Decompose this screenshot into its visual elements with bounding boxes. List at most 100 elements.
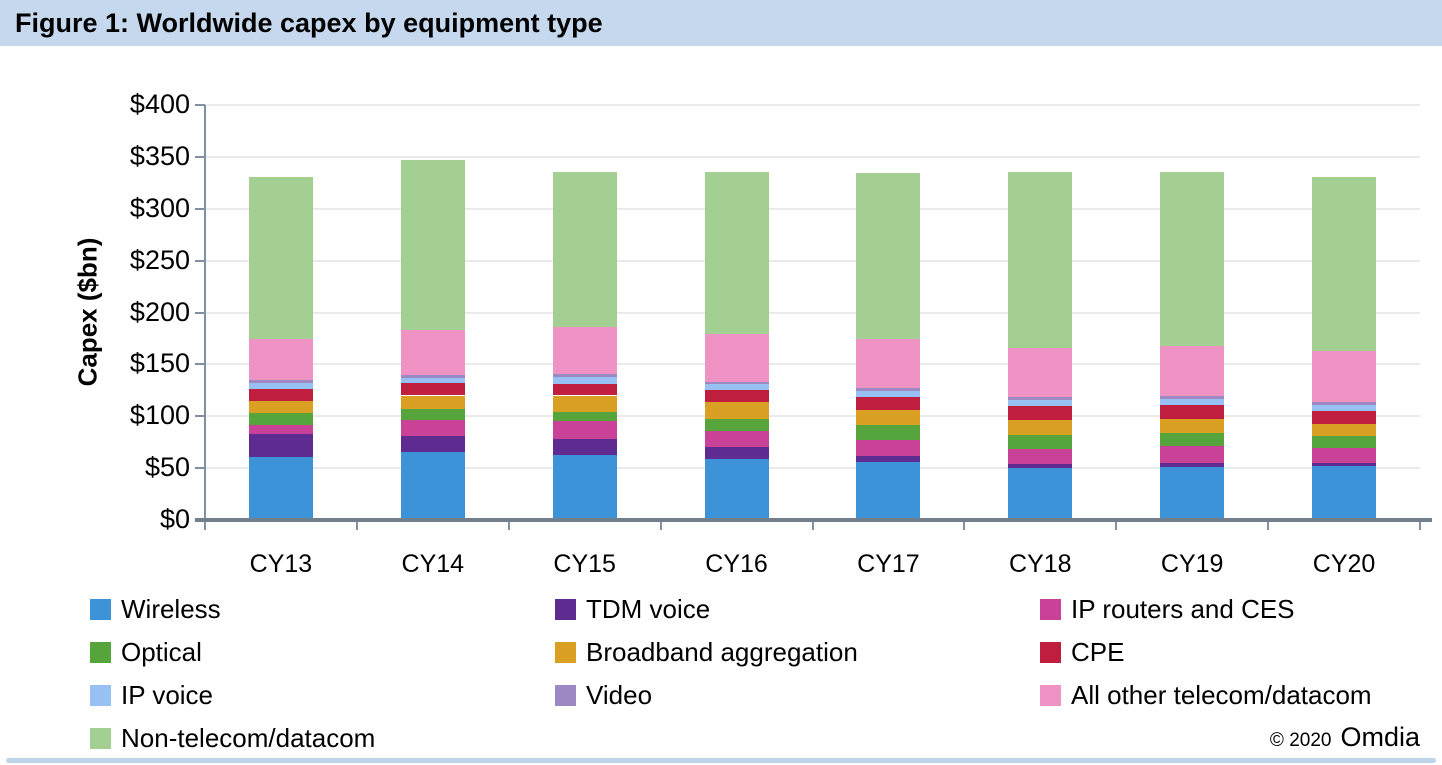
bar-CY13-optical: [248, 412, 313, 426]
gridline-350: [205, 155, 1420, 158]
bar-CY14-tdm-voice: [400, 436, 465, 452]
legend-item-video: Video: [555, 680, 652, 711]
bar-CY19-video: [1160, 396, 1225, 400]
bar-CY20-ip-routers-and-ces: [1312, 448, 1377, 463]
bar-CY20-wireless: [1312, 466, 1377, 520]
x-axis-tick: [204, 520, 206, 530]
y-axis-tick: [195, 259, 205, 262]
legend-label: Video: [586, 680, 653, 710]
bar-CY19-non-telecom-datacom: [1160, 171, 1225, 347]
bar-CY19-wireless: [1160, 466, 1225, 520]
bar-CY14-video: [400, 375, 465, 378]
bar-CY20-all-other-telecom-datacom: [1312, 351, 1377, 402]
bar-CY16-optical: [704, 418, 769, 431]
x-tick-label-cy15: CY15: [553, 550, 616, 578]
legend-item-optical: Optical: [90, 637, 202, 668]
legend-swatch-icon: [90, 685, 111, 706]
bar-CY14-all-other-telecom-datacom: [400, 329, 465, 376]
bar-CY18-broadband-aggregation: [1008, 419, 1073, 436]
bar-CY18-cpe: [1008, 405, 1073, 420]
legend-item-tdm-voice: TDM voice: [555, 594, 710, 625]
bar-CY19-optical: [1160, 432, 1225, 446]
bar-CY13-broadband-aggregation: [248, 400, 313, 413]
y-tick-label: $150: [129, 348, 190, 379]
x-axis-tick: [1115, 520, 1118, 530]
y-tick-label: $200: [129, 296, 190, 327]
legend-swatch-icon: [555, 642, 576, 663]
legend-label: Optical: [121, 637, 202, 667]
bar-CY14-cpe: [400, 383, 465, 396]
bar-CY15-broadband-aggregation: [552, 395, 617, 412]
legend-label: IP voice: [121, 680, 214, 710]
gridline-100: [205, 415, 1420, 418]
bar-CY16-non-telecom-datacom: [704, 171, 769, 334]
bar-CY17-wireless: [856, 462, 921, 520]
bar-CY18-ip-voice: [1008, 400, 1073, 406]
x-tick-label-cy13: CY13: [249, 550, 313, 578]
x-tick-label-cy14: CY14: [401, 550, 465, 578]
x-axis-line: [195, 518, 1432, 522]
bar-CY17-optical: [856, 425, 921, 440]
x-tick-label-cy18: CY18: [1009, 550, 1072, 578]
bar-CY20-broadband-aggregation: [1312, 423, 1377, 436]
brand-omdia: Omdia: [1340, 722, 1420, 752]
bar-CY17-tdm-voice: [856, 456, 921, 463]
bar-CY15-cpe: [552, 383, 617, 396]
bar-CY15-non-telecom-datacom: [552, 171, 617, 327]
gridline-300: [205, 207, 1420, 210]
legend-swatch-icon: [555, 685, 576, 706]
copyright-year: © 2020: [1269, 730, 1332, 751]
bar-CY17-broadband-aggregation: [856, 410, 921, 426]
legend-label: IP routers and CES: [1071, 594, 1295, 624]
y-axis-tick: [195, 207, 205, 210]
bar-CY19-tdm-voice: [1160, 462, 1225, 467]
bar-CY16-ip-routers-and-ces: [704, 430, 769, 448]
bar-CY20-ip-voice: [1312, 404, 1377, 412]
legend-label: Broadband aggregation: [586, 637, 858, 667]
legend-swatch-icon: [1040, 599, 1061, 620]
x-tick-label-cy16: CY16: [705, 550, 768, 578]
legend-item-all-other-telecom-datacom: All other telecom/datacom: [1040, 680, 1372, 711]
bar-CY15-ip-voice: [552, 376, 617, 384]
x-axis-tick: [507, 520, 510, 530]
y-tick-label: $0: [159, 504, 190, 534]
x-axis-tick: [659, 520, 662, 530]
legend-item-ip-voice: IP voice: [90, 680, 213, 711]
copyright: © 2020 Omdia: [1270, 722, 1420, 753]
bar-CY20-non-telecom-datacom: [1312, 177, 1377, 352]
gridline-150: [205, 363, 1420, 366]
bar-CY13-video: [248, 380, 313, 384]
y-axis-tick: [195, 155, 205, 158]
y-axis-line: [204, 105, 206, 520]
legend-item-broadband-aggregation: Broadband aggregation: [555, 637, 858, 668]
bar-CY19-cpe: [1160, 405, 1225, 420]
y-tick-label: $100: [129, 400, 190, 431]
legend-label: CPE: [1071, 637, 1125, 667]
y-axis-tick: [195, 104, 205, 106]
bar-CY14-non-telecom-datacom: [400, 159, 465, 330]
legend-swatch-icon: [90, 642, 111, 663]
bottom-accent-line: [6, 758, 1436, 763]
legend-item-non-telecom-datacom: Non-telecom/datacom: [90, 723, 375, 754]
x-axis-tick: [355, 520, 358, 530]
bar-CY16-broadband-aggregation: [704, 402, 769, 419]
legend-swatch-icon: [1040, 642, 1061, 663]
bar-CY19-broadband-aggregation: [1160, 419, 1225, 433]
bar-CY18-non-telecom-datacom: [1008, 171, 1073, 349]
legend-item-wireless: Wireless: [90, 594, 221, 625]
bar-CY17-non-telecom-datacom: [856, 173, 921, 340]
legend-swatch-icon: [555, 599, 576, 620]
bar-CY18-optical: [1008, 435, 1073, 449]
y-axis-tick: [195, 363, 205, 366]
x-axis-tick: [963, 520, 966, 530]
bar-CY18-all-other-telecom-datacom: [1008, 348, 1073, 398]
gridline-250: [205, 259, 1420, 262]
legend-item-cpe: CPE: [1040, 637, 1124, 668]
bar-CY14-wireless: [400, 451, 465, 520]
bar-CY17-ip-voice: [856, 390, 921, 398]
bar-CY18-ip-routers-and-ces: [1008, 448, 1073, 464]
figure-title: Figure 1: Worldwide capex by equipment t…: [15, 7, 603, 38]
bar-CY14-broadband-aggregation: [400, 395, 465, 409]
